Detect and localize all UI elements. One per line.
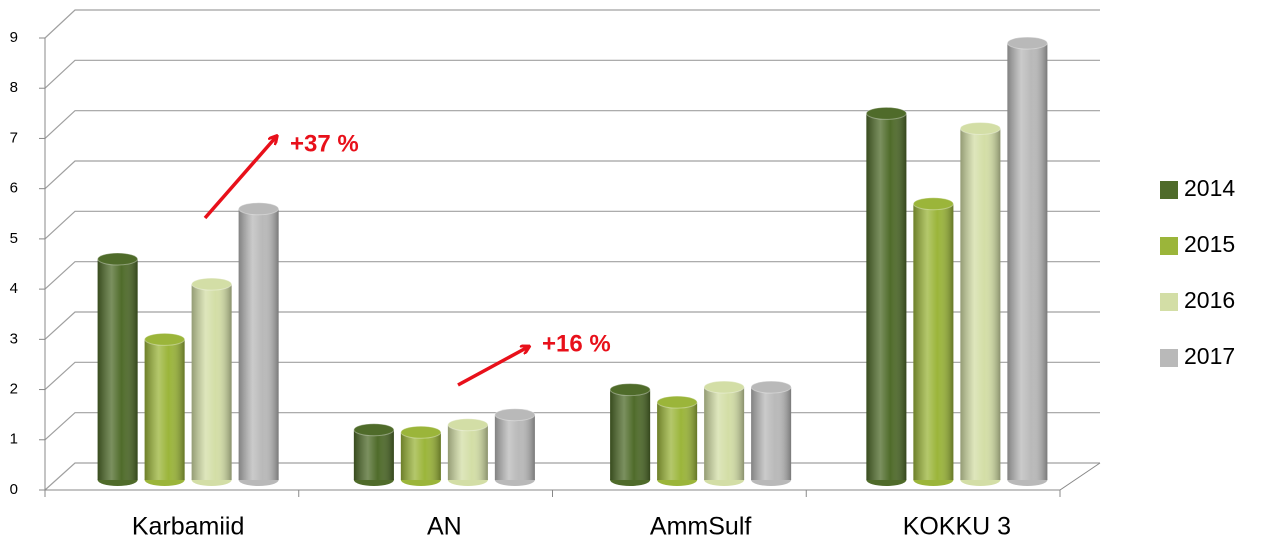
y-tick-label: 8 — [10, 79, 18, 96]
bar-shade — [913, 203, 954, 480]
bar-top — [656, 395, 698, 409]
grid-line — [44, 59, 1100, 89]
grid-line — [44, 9, 1100, 39]
y-tick-label: 5 — [10, 230, 18, 247]
bar-top — [353, 423, 395, 437]
bar-top — [238, 202, 280, 216]
y-tick-label: 1 — [10, 431, 18, 448]
bar-top — [494, 408, 536, 422]
y-tick-label: 2 — [10, 381, 18, 398]
legend-label: 2017 — [1184, 343, 1235, 369]
legend-label: 2016 — [1184, 287, 1235, 313]
bar-shade — [866, 113, 907, 480]
bar-shade — [238, 208, 279, 481]
bar-shade — [97, 259, 138, 480]
y-tick-label: 0 — [10, 481, 18, 498]
bar-shade — [400, 432, 441, 480]
bar-shade — [191, 284, 232, 480]
arrow — [203, 137, 276, 220]
grid: 0 1 2 3 4 5 6 7 8 9 Karbamiid AN AmmSulf KOKKU 3 — [10, 9, 1101, 541]
x-tick-label: AmmSulf — [650, 513, 751, 541]
bars — [97, 36, 1048, 486]
bar-top — [912, 197, 954, 211]
bar-top — [750, 380, 792, 394]
bar-top — [97, 252, 139, 266]
bar-top — [865, 106, 907, 120]
bar-shade — [1007, 43, 1048, 481]
bar-top — [400, 425, 442, 439]
bar-top — [609, 383, 651, 397]
grid-line — [44, 261, 1100, 290]
y-tick-label: 6 — [10, 180, 18, 197]
bar-shade — [494, 414, 535, 480]
bar-shade — [704, 387, 745, 480]
grid-line — [44, 160, 1100, 190]
bar-top — [191, 277, 233, 291]
bar-shade — [657, 402, 698, 480]
grid-line — [44, 311, 1100, 340]
legend-label: 2015 — [1184, 231, 1235, 257]
bar-shade — [353, 429, 394, 480]
x-tick-label: AN — [427, 513, 462, 541]
legend-swatch — [1160, 293, 1178, 311]
y-tick-label: 9 — [10, 29, 18, 46]
bar-shade — [144, 339, 185, 480]
legend-label: 2014 — [1184, 175, 1235, 201]
y-tick-label: 4 — [10, 280, 18, 297]
bar-top — [144, 332, 186, 346]
grid-line — [44, 210, 1100, 240]
y-tick-label: 3 — [10, 330, 18, 347]
bar-top — [703, 380, 745, 394]
legend-swatch — [1160, 181, 1178, 199]
x-tick-label: KOKKU 3 — [903, 513, 1011, 541]
annotation: +16 % — [542, 330, 611, 357]
x-tick-label: Karbamiid — [132, 513, 245, 541]
bar-shade — [610, 389, 651, 480]
bar-shade — [960, 128, 1001, 480]
y-tick-label: 7 — [10, 129, 18, 146]
bar-top — [959, 121, 1001, 135]
grid-line — [44, 110, 1100, 139]
grid-line — [44, 361, 1100, 390]
arrow — [457, 347, 528, 387]
bar-shade — [751, 387, 792, 480]
legend-swatch — [1160, 349, 1178, 367]
annotation: +37 % — [290, 130, 359, 157]
bar-top — [1006, 36, 1048, 50]
legend-swatch — [1160, 237, 1178, 255]
bar-shade — [447, 424, 488, 480]
bar-top — [447, 418, 489, 432]
